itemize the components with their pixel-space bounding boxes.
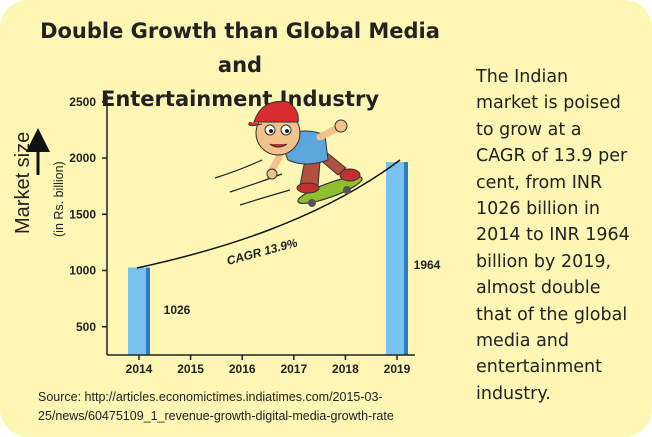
y-tick-label: 2000 xyxy=(69,151,96,165)
description-line: market is poised xyxy=(476,93,621,114)
x-tick-label: 2017 xyxy=(280,362,307,376)
title-line-2: Entertainment Industry xyxy=(100,87,380,111)
description-line: 1026 billion in xyxy=(476,199,600,220)
description-line: The Indian xyxy=(476,67,569,87)
description-line: to grow at a xyxy=(476,119,582,140)
skateboarding-boy-illustration xyxy=(214,100,363,207)
description-text: The Indian market is poised to grow at a… xyxy=(476,64,646,407)
description-line: almost double xyxy=(476,278,601,299)
description-line: billion by 2019, xyxy=(476,251,612,272)
bar-shade xyxy=(146,267,150,355)
data-label: 1026 xyxy=(164,303,191,317)
source-note: Source: http://articles.economictimes.in… xyxy=(38,388,458,426)
description-line: 2014 to INR 1964 xyxy=(476,225,630,246)
description-line: CAGR of 13.9 per xyxy=(476,146,628,167)
bar xyxy=(128,267,150,355)
title-line-1: Double Growth than Global Media and xyxy=(40,19,440,77)
cagr-annotation: CAGR 13.9% xyxy=(225,235,299,267)
description-line: cent, from INR xyxy=(476,172,603,193)
bar-shade xyxy=(404,162,408,355)
source-line: 25/news/60475109_1_revenue-growth-digita… xyxy=(38,409,394,423)
y-tick-label: 1000 xyxy=(69,264,96,278)
source-line: Source: http://articles.economictimes.in… xyxy=(38,390,383,404)
x-tick-label: 2016 xyxy=(229,362,256,376)
bars xyxy=(128,162,408,355)
description-line: entertainment xyxy=(476,357,602,378)
cagr-growth-curve xyxy=(136,159,401,269)
y-tick-label: 500 xyxy=(76,320,96,334)
description-line: industry. xyxy=(476,383,551,404)
data-labels: 1026 1964 xyxy=(164,258,441,317)
y-ticks: 500 1000 1500 2000 2500 xyxy=(69,95,107,334)
x-tick-labels: 2014 2015 2016 2017 2018 2019 xyxy=(126,355,411,376)
description-line: media and xyxy=(476,331,569,352)
x-tick-label: 2019 xyxy=(384,362,411,376)
x-tick-label: 2014 xyxy=(126,362,153,376)
y-tick-label: 1500 xyxy=(69,207,96,221)
y-tick-label: 2500 xyxy=(69,95,96,109)
data-label: 1964 xyxy=(414,258,441,272)
description-line: that of the global xyxy=(476,304,628,325)
x-tick-label: 2018 xyxy=(332,362,359,376)
x-tick-label: 2015 xyxy=(177,362,204,376)
chart-title: Double Growth than Global Media and Ente… xyxy=(40,14,440,116)
bar xyxy=(386,162,408,355)
